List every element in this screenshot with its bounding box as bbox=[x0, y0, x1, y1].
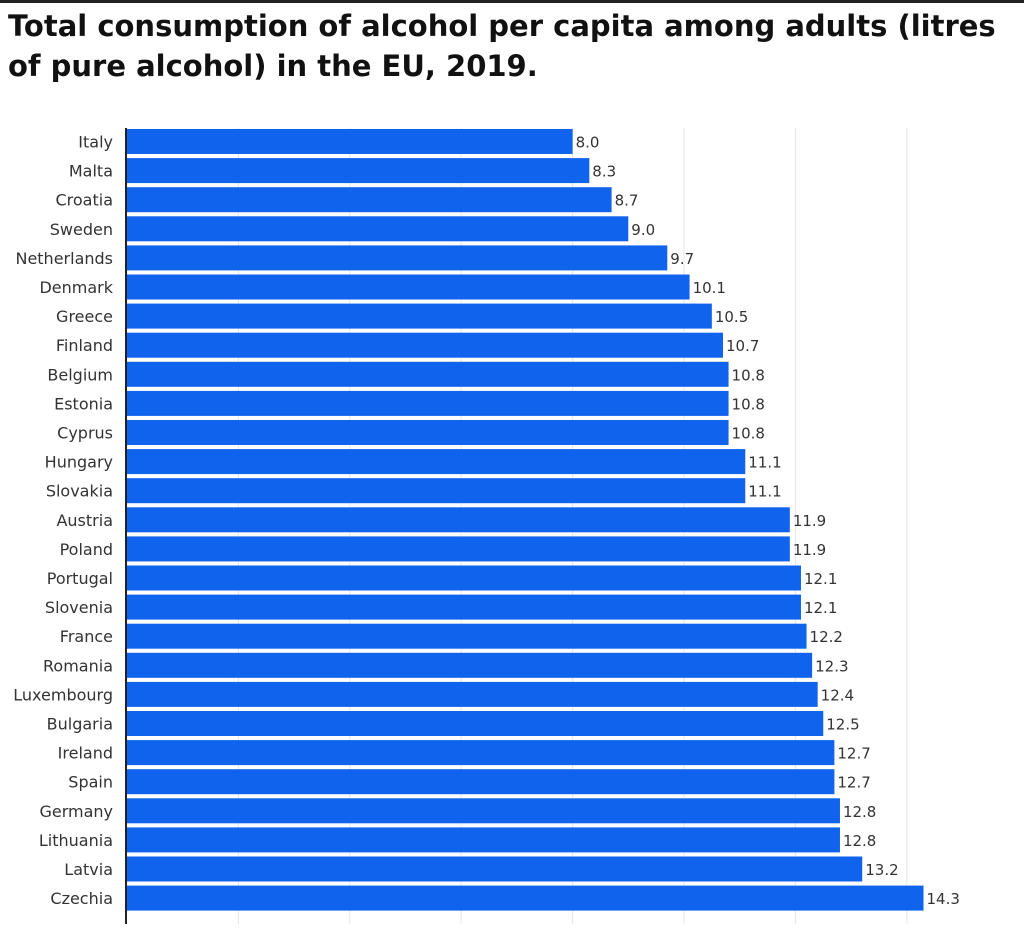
bar bbox=[127, 216, 629, 242]
bar bbox=[127, 681, 818, 707]
data-label: 13.2 bbox=[865, 861, 898, 879]
chart-title: Total consumption of alcohol per capita … bbox=[8, 9, 996, 83]
category-label: Romania bbox=[43, 656, 113, 675]
data-label: 12.3 bbox=[815, 657, 848, 675]
category-label: France bbox=[60, 627, 113, 646]
category-label: Ireland bbox=[58, 744, 113, 763]
category-label: Denmark bbox=[39, 278, 113, 297]
data-label: 8.7 bbox=[615, 192, 639, 210]
category-label: Italy bbox=[78, 133, 113, 152]
top-rule bbox=[0, 0, 1024, 3]
data-label: 9.0 bbox=[631, 221, 655, 239]
data-label: 9.7 bbox=[670, 250, 694, 268]
category-label: Croatia bbox=[55, 191, 113, 210]
bar bbox=[127, 565, 801, 591]
category-label: Latvia bbox=[64, 860, 113, 879]
category-label: Bulgaria bbox=[47, 715, 113, 734]
bar bbox=[127, 361, 729, 387]
category-label: Finland bbox=[56, 336, 113, 355]
bar bbox=[127, 711, 824, 736]
data-label: 8.0 bbox=[576, 134, 600, 152]
data-label: 10.5 bbox=[715, 308, 748, 326]
data-label: 11.1 bbox=[748, 483, 781, 501]
bar bbox=[127, 187, 612, 213]
data-label: 12.7 bbox=[837, 774, 870, 792]
category-label: Lithuania bbox=[39, 831, 113, 850]
bar bbox=[127, 652, 813, 678]
data-label: 11.1 bbox=[748, 454, 781, 472]
bar bbox=[127, 827, 840, 853]
category-label: Spain bbox=[68, 773, 113, 792]
category-label: Poland bbox=[60, 540, 113, 559]
bar bbox=[127, 798, 840, 824]
bar bbox=[127, 158, 590, 184]
bar bbox=[127, 449, 746, 475]
bar bbox=[127, 623, 807, 649]
bar bbox=[127, 769, 835, 795]
bar bbox=[127, 507, 790, 533]
category-label: Malta bbox=[69, 162, 113, 181]
category-label: Luxembourg bbox=[13, 685, 113, 704]
bar bbox=[127, 536, 790, 562]
data-label: 14.3 bbox=[927, 890, 960, 908]
category-label: Portugal bbox=[47, 569, 113, 588]
data-label: 11.9 bbox=[793, 541, 826, 559]
data-label: 12.5 bbox=[826, 716, 859, 734]
data-label: 11.9 bbox=[793, 512, 826, 530]
data-label: 12.8 bbox=[843, 832, 876, 850]
category-label: Slovakia bbox=[46, 482, 113, 501]
bar bbox=[127, 420, 729, 445]
data-label: 12.4 bbox=[821, 686, 854, 704]
data-label: 12.2 bbox=[810, 628, 843, 646]
data-label: 10.8 bbox=[732, 366, 765, 384]
value-labels: 8.0 8.3 8.7 9.0 9.7 10.1 10.5 10.7 10.8 10.8 10.8 1… bbox=[576, 134, 960, 909]
bar bbox=[127, 129, 573, 154]
data-label: 10.8 bbox=[732, 425, 765, 443]
bar bbox=[127, 478, 746, 504]
bar bbox=[127, 856, 863, 882]
category-label: Cyprus bbox=[57, 424, 113, 443]
bars bbox=[127, 129, 924, 911]
category-label: Germany bbox=[39, 802, 113, 821]
bar bbox=[127, 274, 690, 300]
data-label: 10.8 bbox=[732, 395, 765, 413]
data-label: 8.3 bbox=[592, 163, 616, 181]
category-label: Belgium bbox=[47, 365, 113, 384]
bar bbox=[127, 594, 801, 620]
data-label: 10.7 bbox=[726, 337, 759, 355]
category-label: Netherlands bbox=[15, 249, 113, 268]
data-label: 12.8 bbox=[843, 803, 876, 821]
category-label: Estonia bbox=[54, 394, 113, 413]
category-label: Hungary bbox=[45, 453, 113, 472]
category-label: Czechia bbox=[50, 889, 113, 908]
data-label: 12.1 bbox=[804, 570, 837, 588]
category-label: Greece bbox=[56, 307, 113, 326]
bar bbox=[127, 303, 712, 329]
data-label: 12.1 bbox=[804, 599, 837, 617]
bar bbox=[127, 245, 668, 271]
data-label: 12.7 bbox=[837, 745, 870, 763]
bar bbox=[127, 885, 924, 911]
bar bbox=[127, 332, 723, 358]
bar bbox=[127, 740, 835, 766]
category-label: Sweden bbox=[50, 220, 113, 239]
category-label: Austria bbox=[56, 511, 113, 530]
category-labels: Italy Malta Croatia Sweden Netherlands Denmar… bbox=[13, 133, 113, 909]
category-label: Slovenia bbox=[45, 598, 113, 617]
data-label: 10.1 bbox=[693, 279, 726, 297]
bar bbox=[127, 390, 729, 416]
